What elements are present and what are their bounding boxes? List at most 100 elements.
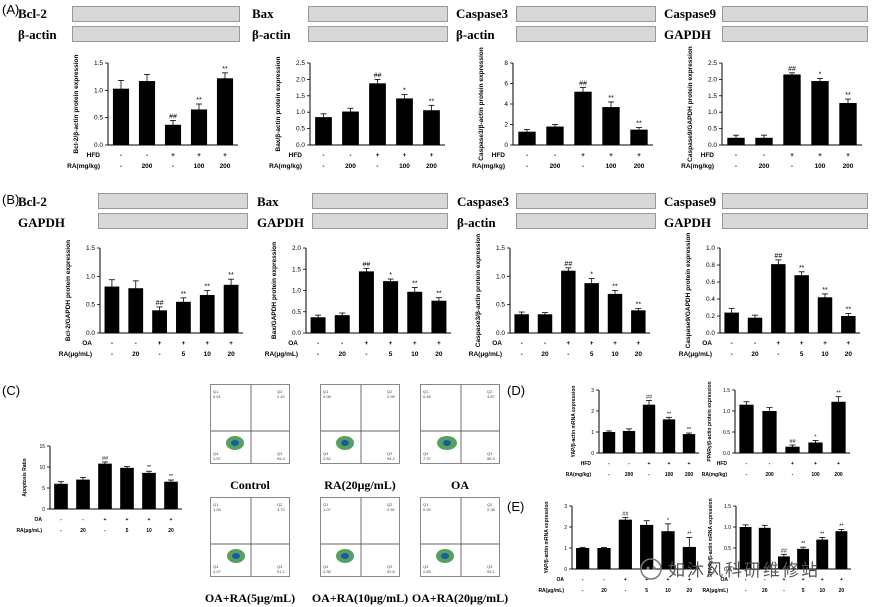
treatment-value: 20 (845, 351, 853, 358)
bar (396, 98, 413, 145)
treatment-value: 20 (601, 588, 607, 594)
blot-label-caspase3: Caspase3 (456, 6, 509, 21)
significance-marker: ** (169, 474, 174, 480)
y-tick-label: 0.0 (296, 142, 305, 149)
bar (98, 463, 112, 509)
y-tick-label: 1 (591, 430, 594, 436)
y-tick-label: 6 (504, 81, 508, 88)
significance-marker: ## (102, 456, 109, 462)
bar (771, 264, 786, 333)
treatment-value: + (430, 152, 434, 159)
bar (739, 527, 752, 569)
significance-marker: ** (820, 532, 825, 538)
treatment-value: - (792, 472, 794, 478)
bar (574, 91, 592, 145)
significance-marker: ** (196, 97, 202, 104)
blot-label-caspase9: Caspase9 (664, 194, 717, 209)
treatment-value: - (341, 340, 343, 347)
quadrant-value: 1.07 (323, 507, 332, 512)
treatment-value: + (229, 340, 233, 347)
treatment-value: - (172, 163, 174, 170)
treatment-label: OA (82, 340, 92, 347)
treatment-value: + (205, 340, 209, 347)
treatment-value: + (413, 340, 417, 347)
treatment-value: - (526, 163, 528, 170)
bar (682, 546, 696, 569)
treatment-value: + (403, 152, 407, 159)
quadrant-value: 2.38 (487, 507, 496, 512)
significance-marker: ** (205, 284, 211, 291)
treatment-value: - (158, 351, 160, 358)
significance-marker: ** (687, 532, 692, 538)
y-tick-label: 1.0 (723, 409, 730, 415)
cell-cluster-core (231, 440, 239, 446)
treatment-value: + (104, 517, 107, 523)
treatment-value: + (823, 340, 827, 347)
quadrant-value: 0.46 (423, 394, 432, 399)
quadrant-value: 2.82 (323, 456, 332, 461)
bar (816, 539, 829, 569)
y-tick-label: 2 (591, 409, 594, 415)
treatment-value: + (365, 340, 369, 347)
treatment-value: 10 (665, 588, 671, 594)
treatment-value: 200 (759, 163, 770, 170)
treatment-value: - (60, 517, 62, 523)
y-tick-label: 1.5 (708, 93, 717, 100)
bar (602, 432, 616, 453)
significance-marker: ## (156, 300, 164, 307)
y-tick-label: 0.5 (94, 115, 103, 122)
y-tick-label: 1.0 (94, 87, 103, 94)
significance-marker: ** (612, 284, 618, 291)
bar (724, 312, 739, 333)
treatment-value: - (783, 588, 785, 594)
y-axis-label: Caspase9/GAPDH protein expression (685, 233, 692, 349)
treatment-value: 5 (389, 351, 393, 358)
treatment-value: 10 (611, 351, 619, 358)
y-tick-label: 1.5 (296, 93, 305, 100)
treatment-value: - (608, 461, 610, 467)
treatment-label: OA (721, 577, 729, 583)
bar (758, 527, 771, 569)
significance-marker: ** (147, 465, 152, 471)
significance-marker: ** (846, 306, 852, 313)
bar (342, 111, 359, 145)
treatment-value: - (624, 588, 626, 594)
treatment-value: + (389, 340, 393, 347)
blot-label-control: GAPDH (664, 27, 711, 42)
quadrant-label: Q3 (387, 451, 393, 456)
blot-image (722, 6, 868, 22)
quadrant-label: Q2 (487, 502, 493, 507)
quadrant-label: Q4 (213, 451, 219, 456)
y-tick-label: 0.6 (706, 279, 715, 286)
significance-marker: * (389, 272, 392, 279)
significance-marker: ** (822, 287, 828, 294)
y-tick-label: 1.5 (292, 266, 301, 273)
bar (54, 483, 68, 509)
treatment-value: + (171, 152, 175, 159)
significance-marker: ** (636, 121, 642, 128)
y-axis-label: Caspase9/GAPDH protein expression (687, 46, 694, 162)
y-tick-label: 0.5 (723, 430, 730, 436)
y-tick-label: 1.0 (86, 273, 95, 280)
treatment-value: - (322, 163, 324, 170)
treatment-value: - (554, 152, 556, 159)
treatment-value: + (566, 340, 570, 347)
significance-marker: ** (228, 272, 234, 279)
flow-label: OA+RA(10μg/mL) (311, 591, 409, 605)
treatment-value: + (223, 152, 227, 159)
significance-marker: ** (799, 265, 805, 272)
bar (662, 419, 676, 453)
bar (190, 109, 208, 145)
quadrant-label: Q1 (213, 502, 219, 507)
treatment-value: 20 (435, 351, 443, 358)
treatment-value: 200 (765, 472, 774, 478)
treatment-label: RA(μg/mL) (538, 588, 564, 594)
bar (128, 288, 144, 333)
treatment-value: - (754, 340, 756, 347)
wechat-icon (640, 557, 662, 580)
bar (369, 83, 386, 145)
treatment-value: + (645, 577, 648, 583)
quadrant-value: 0.06 (323, 394, 332, 399)
flow-plot-oa: Q1 0.46 Q2 3.87 Q4 7.37 Q3 88.3 (420, 384, 500, 464)
panel-label-d: (D) (507, 383, 526, 398)
